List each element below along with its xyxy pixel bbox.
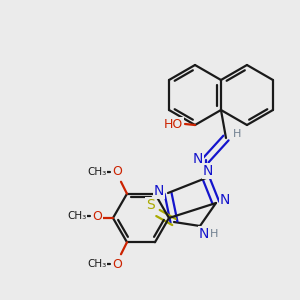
Text: H: H <box>210 229 218 239</box>
Text: CH₃: CH₃ <box>87 167 106 177</box>
Text: N: N <box>193 152 203 166</box>
Text: S: S <box>147 198 155 212</box>
Text: N: N <box>199 227 209 241</box>
Text: N: N <box>203 164 213 178</box>
Text: O: O <box>112 258 122 271</box>
Text: O: O <box>92 209 102 223</box>
Text: O: O <box>112 165 122 178</box>
Text: H: H <box>233 129 241 139</box>
Text: HO: HO <box>164 118 183 130</box>
Text: CH₃: CH₃ <box>68 211 87 221</box>
Text: CH₃: CH₃ <box>87 259 106 269</box>
Text: N: N <box>220 193 230 207</box>
Text: N: N <box>154 184 164 198</box>
